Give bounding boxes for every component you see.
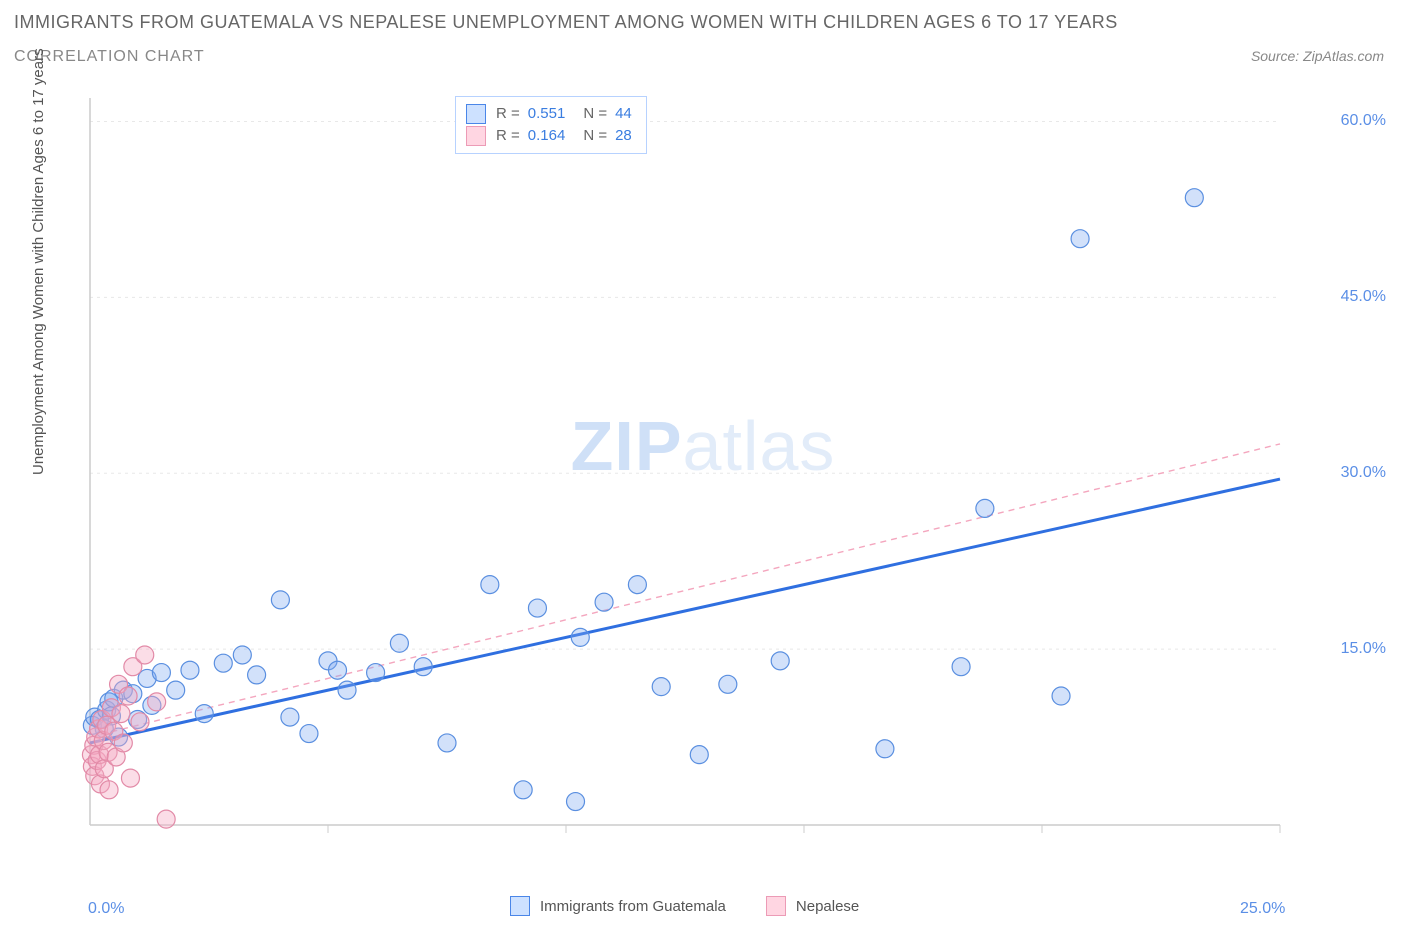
- pink-swatch-icon: [766, 896, 786, 916]
- scatter-plot-svg: [75, 90, 1375, 880]
- legend-blue-label: Immigrants from Guatemala: [540, 898, 726, 915]
- series-legend: Immigrants from Guatemala Nepalese: [510, 896, 859, 916]
- chart-title: IMMIGRANTS FROM GUATEMALA VS NEPALESE UN…: [14, 12, 1118, 33]
- r-value-blue: 0.551: [528, 103, 566, 125]
- n-value-pink: 28: [615, 125, 632, 147]
- r-value-pink: 0.164: [528, 125, 566, 147]
- plot-area: [75, 90, 1375, 880]
- y-tick-label: 45.0%: [1341, 288, 1386, 306]
- n-value-blue: 44: [615, 103, 632, 125]
- x-tick-label: 0.0%: [88, 900, 124, 918]
- r-label: R =: [496, 125, 520, 147]
- y-tick-label: 30.0%: [1341, 464, 1386, 482]
- n-label: N =: [583, 103, 607, 125]
- chart-source: Source: ZipAtlas.com: [1251, 48, 1384, 64]
- y-tick-label: 15.0%: [1341, 640, 1386, 658]
- n-label: N =: [583, 125, 607, 147]
- legend-row-pink: R = 0.164 N = 28: [466, 125, 632, 147]
- r-label: R =: [496, 103, 520, 125]
- legend-pink-label: Nepalese: [796, 898, 859, 915]
- y-tick-label: 60.0%: [1341, 112, 1386, 130]
- correlation-legend: R = 0.551 N = 44 R = 0.164 N = 28: [455, 96, 647, 154]
- pink-swatch-icon: [466, 126, 486, 146]
- x-tick-label: 25.0%: [1240, 900, 1285, 918]
- chart-container: IMMIGRANTS FROM GUATEMALA VS NEPALESE UN…: [0, 0, 1406, 930]
- y-axis-label: Unemployment Among Women with Children A…: [30, 48, 47, 475]
- blue-swatch-icon: [510, 896, 530, 916]
- blue-swatch-icon: [466, 104, 486, 124]
- legend-row-blue: R = 0.551 N = 44: [466, 103, 632, 125]
